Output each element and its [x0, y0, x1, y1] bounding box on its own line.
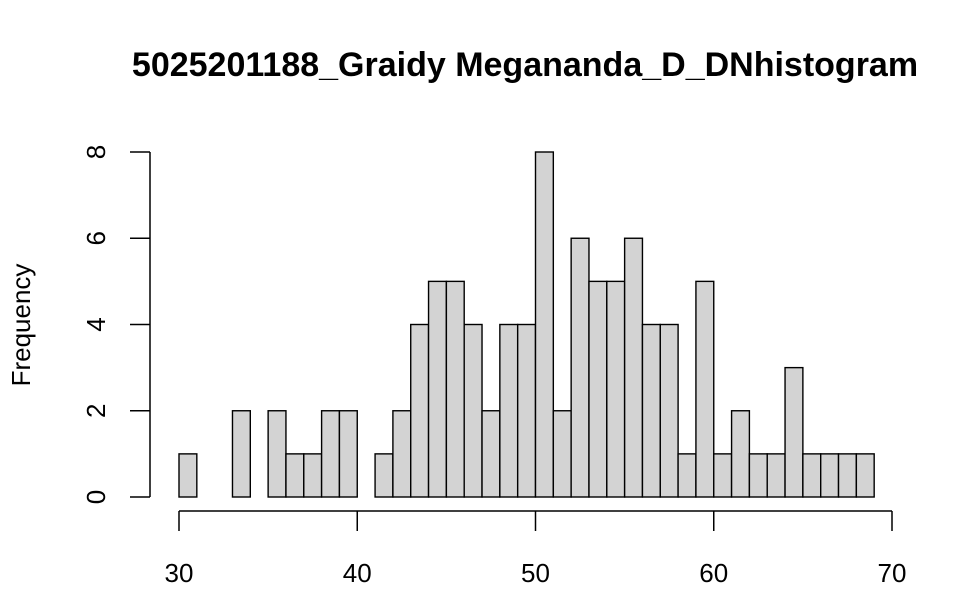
histogram-bar: [695, 280, 715, 498]
x-tick-label: 60: [699, 558, 728, 588]
histogram-bar: [516, 323, 537, 498]
y-tick-label: 8: [81, 145, 111, 159]
histogram-bar: [552, 410, 572, 498]
y-axis-label: Frequency: [6, 264, 36, 387]
histogram-bar: [641, 323, 661, 498]
histogram-bar: [820, 453, 840, 498]
histogram-bar: [748, 453, 768, 498]
y-axis: 0 2 4 6 8: [81, 145, 151, 504]
histogram-bar: [659, 323, 679, 498]
histogram-bar: [570, 237, 590, 498]
histogram-bar: [677, 453, 697, 498]
x-tick-label: 40: [343, 558, 372, 588]
histogram-bar: [267, 410, 287, 498]
x-tick-label: 50: [521, 558, 550, 588]
histogram-bar: [855, 453, 875, 498]
chart-title: 5025201188_Graidy Megananda_D_DNhistogra…: [132, 46, 918, 84]
histogram-bar: [338, 410, 358, 498]
histogram-bar: [320, 410, 341, 498]
histogram-bar: [730, 410, 751, 498]
histogram-bar: [231, 410, 252, 498]
y-tick-label: 2: [81, 404, 111, 418]
histogram-bar: [374, 453, 394, 498]
y-tick-label: 4: [81, 317, 111, 331]
histogram-bar: [606, 280, 626, 498]
x-tick-label: 70: [878, 558, 907, 588]
histogram-bar: [178, 453, 198, 498]
histogram-bar: [534, 151, 555, 498]
histogram-bar: [766, 453, 786, 498]
histogram-bar: [837, 453, 858, 498]
histogram-bar: [784, 366, 804, 498]
y-tick-label: 6: [81, 231, 111, 245]
histogram-bar: [713, 453, 733, 498]
histogram-bar: [623, 237, 644, 498]
histogram-bar: [392, 410, 412, 498]
bars-group: [178, 151, 875, 498]
histogram-bar: [499, 323, 519, 498]
histogram-bar: [463, 323, 483, 498]
histogram-bar: [303, 453, 323, 498]
histogram-bar: [802, 453, 822, 498]
histogram-bar: [445, 280, 465, 498]
histogram-bar: [481, 410, 501, 498]
histogram-bar: [588, 280, 608, 498]
x-tick-label: 30: [165, 558, 194, 588]
y-tick-label: 0: [81, 490, 111, 504]
histogram-bar: [427, 280, 448, 498]
histogram-bar: [285, 453, 305, 498]
x-axis: 30 40 50 60 70: [165, 510, 907, 588]
histogram-bar: [410, 323, 430, 498]
